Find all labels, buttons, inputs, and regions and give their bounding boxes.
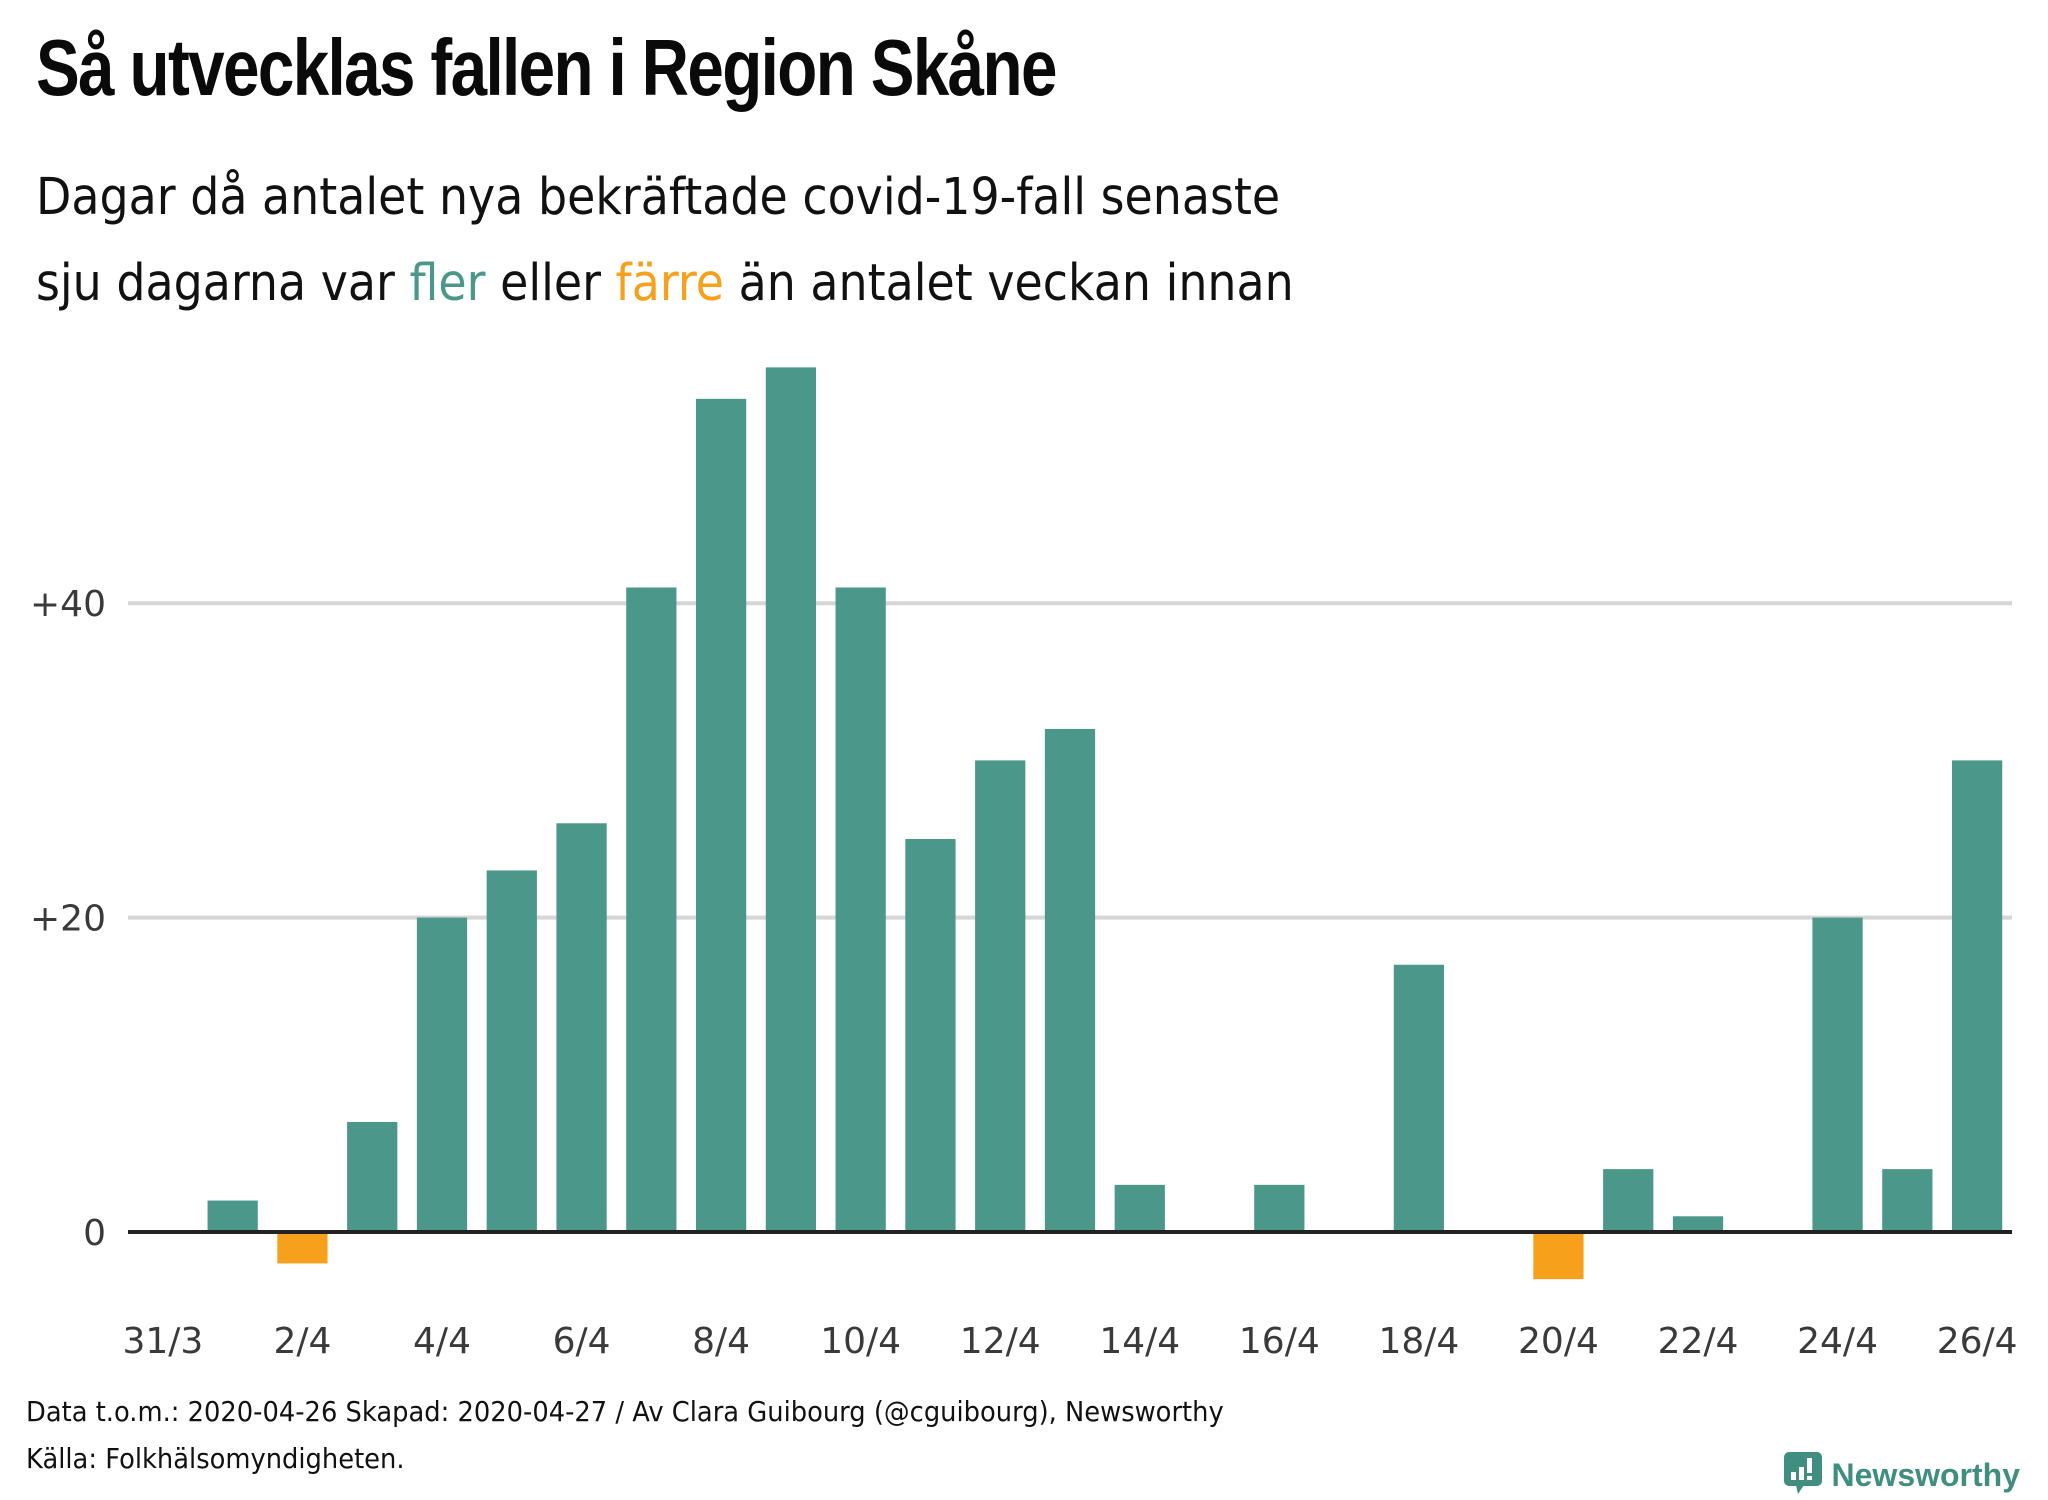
bar-4-4: [416, 917, 468, 1232]
bar-9-4: [765, 367, 817, 1232]
bar-5-4: [486, 870, 537, 1232]
bar-13-4: [1044, 728, 1096, 1232]
x-tick-label: 10/4: [820, 1321, 901, 1362]
legend-fewer-word: färre: [615, 254, 725, 313]
x-tick-label: 16/4: [1239, 1321, 1320, 1362]
bar-26-4: [1951, 760, 2003, 1232]
y-tick-label: +20: [30, 899, 106, 940]
bar-12-4: [975, 760, 1026, 1232]
logo-text: Newsworthy: [1831, 1456, 2020, 1493]
footer-source: Källa: Folkhälsomyndigheten.: [26, 1442, 405, 1475]
bar-14-4: [1114, 1184, 1165, 1232]
x-tick-label: 6/4: [553, 1321, 611, 1362]
x-tick-label: 18/4: [1378, 1321, 1459, 1362]
y-tick-label: +40: [30, 584, 106, 625]
bar-10-4: [835, 587, 886, 1232]
x-tick-label: 12/4: [960, 1321, 1041, 1362]
bar-1-4: [207, 1200, 258, 1232]
x-tick-label: 24/4: [1797, 1321, 1878, 1362]
x-axis-ticks: 31/3 2/4 4/4 6/4 8/4 10/4 12/4 14/4 16/4 18/4 20/4…: [122, 1321, 2017, 1362]
bar-3-4: [347, 1121, 398, 1232]
subtitle-text: eller: [485, 254, 616, 313]
chart-title: Så utvecklas fallen i Region Skåne: [36, 23, 1057, 112]
y-axis-ticks: 0 +20 +40: [30, 584, 106, 1254]
bar-8-4: [695, 398, 747, 1233]
x-tick-label: 2/4: [273, 1321, 331, 1362]
x-tick-label: 4/4: [413, 1321, 471, 1362]
footer-credits: Data t.o.m.: 2020-04-26 Skapad: 2020-04-…: [26, 1395, 1224, 1428]
legend-more-word: fler: [409, 254, 486, 313]
subtitle-line-2: sju dagarna var fler eller färre än anta…: [36, 241, 1294, 327]
bar-7-4: [626, 587, 677, 1232]
bar-11-4: [905, 839, 956, 1232]
bar-6-4: [556, 823, 607, 1232]
bars: [207, 367, 2003, 1280]
bar-16-4: [1254, 1184, 1305, 1232]
x-tick-label: 22/4: [1658, 1321, 1739, 1362]
chart-subtitle: Dagar då antalet nya bekräftade covid-19…: [36, 155, 1294, 327]
bar-22-4: [1672, 1216, 1724, 1232]
subtitle-text: än antalet veckan innan: [724, 254, 1294, 313]
bar-18-4: [1393, 964, 1445, 1232]
subtitle-line-1: Dagar då antalet nya bekräftade covid-19…: [36, 168, 1281, 227]
x-tick-label: 8/4: [692, 1321, 750, 1362]
newsworthy-logo[interactable]: Newsworthy: [1783, 1452, 2020, 1498]
bar-25-4: [1882, 1169, 1933, 1232]
newsworthy-chart-bubble-icon: [1783, 1452, 1822, 1498]
bar-2-4: [277, 1232, 328, 1264]
x-tick-label: 20/4: [1518, 1321, 1599, 1362]
subtitle-text: sju dagarna var: [36, 254, 410, 313]
bar-24-4: [1812, 917, 1863, 1232]
x-tick-label: 14/4: [1099, 1321, 1180, 1362]
x-tick-label: 26/4: [1937, 1321, 2018, 1362]
bar-21-4: [1603, 1169, 1654, 1232]
y-tick-label: 0: [83, 1213, 106, 1254]
bar-20-4: [1533, 1232, 1584, 1280]
x-tick-label: 31/3: [122, 1321, 203, 1362]
